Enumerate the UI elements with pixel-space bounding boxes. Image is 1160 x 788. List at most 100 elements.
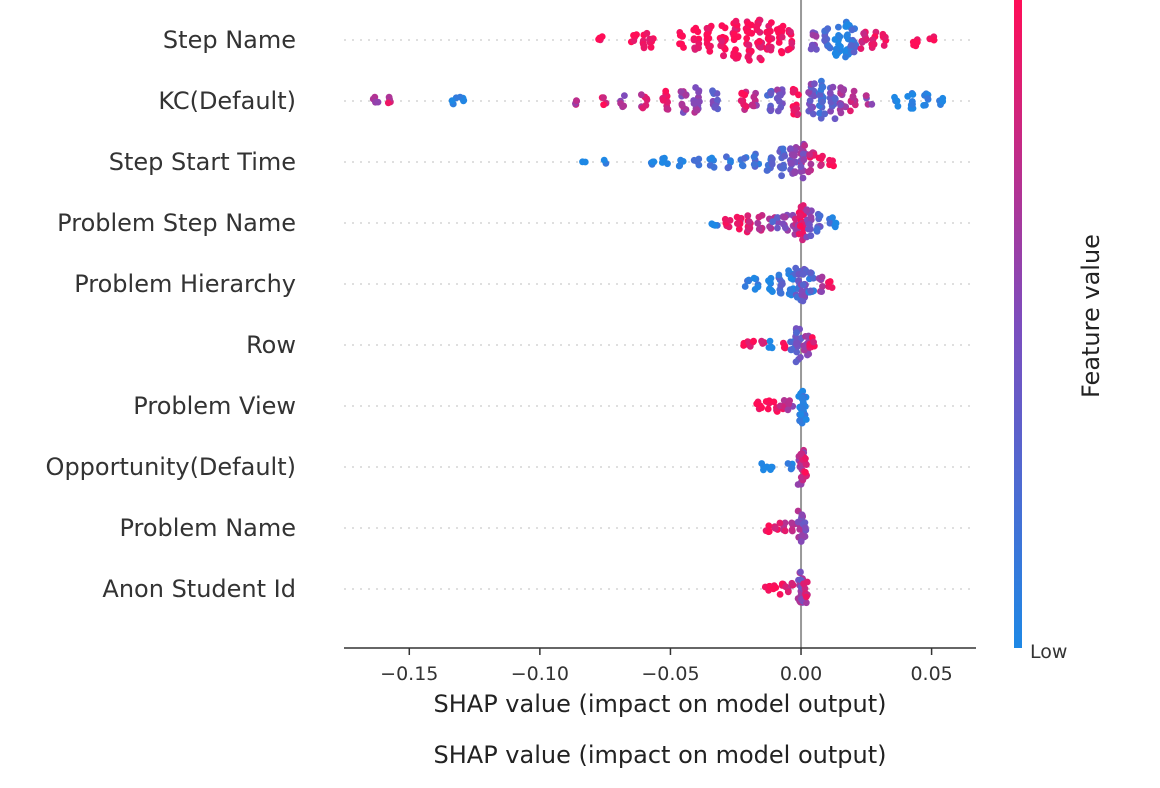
- shap-point: [676, 32, 684, 39]
- shap-point: [844, 21, 851, 28]
- shap-point: [766, 285, 773, 293]
- shap-point: [730, 36, 738, 44]
- shap-point: [659, 96, 667, 104]
- shap-point: [870, 40, 878, 48]
- shap-point: [787, 28, 794, 36]
- shap-point: [695, 44, 702, 52]
- shap-point: [802, 593, 810, 601]
- shap-point: [703, 24, 711, 32]
- shap-point: [766, 337, 774, 345]
- shap-point: [811, 80, 818, 88]
- shap-point: [792, 264, 800, 272]
- shap-point: [802, 524, 809, 532]
- shap-point: [802, 599, 810, 607]
- shap-point: [802, 468, 809, 476]
- shap-point: [739, 162, 747, 170]
- shap-point: [745, 218, 753, 226]
- shap-point: [678, 100, 686, 108]
- shap-point: [737, 97, 745, 105]
- shap-point: [837, 101, 844, 109]
- shap-point: [676, 162, 684, 170]
- shap-point: [707, 42, 714, 50]
- shap-point: [696, 98, 703, 105]
- shap-point: [755, 225, 763, 233]
- shap-point: [797, 203, 805, 211]
- shap-point: [649, 158, 657, 166]
- shap-point: [767, 106, 775, 114]
- shap-point: [801, 519, 809, 526]
- shap-point: [690, 100, 698, 107]
- shap-point: [768, 160, 776, 168]
- shap-point: [797, 354, 804, 361]
- shap-point: [791, 169, 799, 177]
- shap-point: [745, 277, 753, 285]
- shap-point: [810, 92, 818, 100]
- shap-point: [663, 105, 671, 113]
- shap-point: [726, 217, 734, 224]
- shap-point: [847, 42, 855, 49]
- feature-label: Row: [246, 331, 296, 359]
- shap-point: [630, 37, 638, 45]
- shap-point: [797, 538, 805, 545]
- shap-point: [830, 162, 837, 170]
- shap-point: [732, 17, 740, 25]
- shap-point: [826, 44, 834, 52]
- shap-point: [778, 33, 786, 41]
- shap-point: [799, 150, 807, 158]
- shap-point: [621, 92, 628, 99]
- shap-point: [734, 220, 741, 228]
- shap-point: [790, 107, 798, 114]
- shap-point: [734, 54, 741, 62]
- shap-point: [766, 223, 773, 231]
- shap-point: [817, 162, 824, 170]
- shap-point: [677, 156, 684, 164]
- shap-point: [788, 526, 796, 534]
- shap-point: [776, 591, 784, 598]
- feature-label: Anon Student Id: [102, 575, 296, 603]
- shap-point: [799, 174, 807, 182]
- shap-point: [803, 461, 810, 468]
- shap-point: [786, 45, 793, 53]
- shap-point: [705, 34, 713, 42]
- shap-point: [796, 417, 803, 425]
- shap-point: [755, 213, 763, 221]
- shap-point: [782, 224, 789, 232]
- shap-point: [718, 22, 726, 30]
- shap-point: [642, 101, 650, 109]
- shap-point: [842, 53, 849, 61]
- x-tick-label: −0.10: [511, 663, 569, 685]
- shap-point: [793, 348, 801, 356]
- shap-point: [788, 519, 796, 527]
- shap-point: [844, 31, 851, 39]
- shap-point: [821, 36, 828, 44]
- shap-point: [799, 297, 807, 305]
- shap-point: [862, 92, 870, 99]
- shap-point: [743, 103, 750, 110]
- shap-point: [799, 281, 807, 289]
- shap-point: [460, 97, 467, 105]
- shap-point: [810, 274, 817, 282]
- shap-point: [758, 337, 765, 345]
- shap-point: [766, 278, 774, 286]
- shap-point: [913, 38, 921, 46]
- shap-point: [857, 45, 865, 52]
- shap-points: [369, 16, 947, 607]
- shap-point: [709, 87, 716, 95]
- shap-point: [753, 400, 761, 408]
- shap-point: [774, 214, 781, 221]
- shap-point: [894, 102, 902, 110]
- shap-point: [638, 91, 645, 99]
- shap-point: [767, 89, 775, 97]
- shap-point: [750, 153, 758, 161]
- feature-label: Problem Step Name: [57, 209, 296, 237]
- shap-point: [832, 219, 840, 227]
- shap-point: [818, 98, 826, 106]
- shap-point: [824, 25, 832, 33]
- shap-point: [741, 91, 749, 99]
- x-tick-label: −0.05: [641, 663, 699, 685]
- shap-point: [724, 164, 732, 172]
- shap-point: [643, 29, 651, 37]
- shap-point: [909, 91, 917, 98]
- shap-point: [891, 93, 898, 101]
